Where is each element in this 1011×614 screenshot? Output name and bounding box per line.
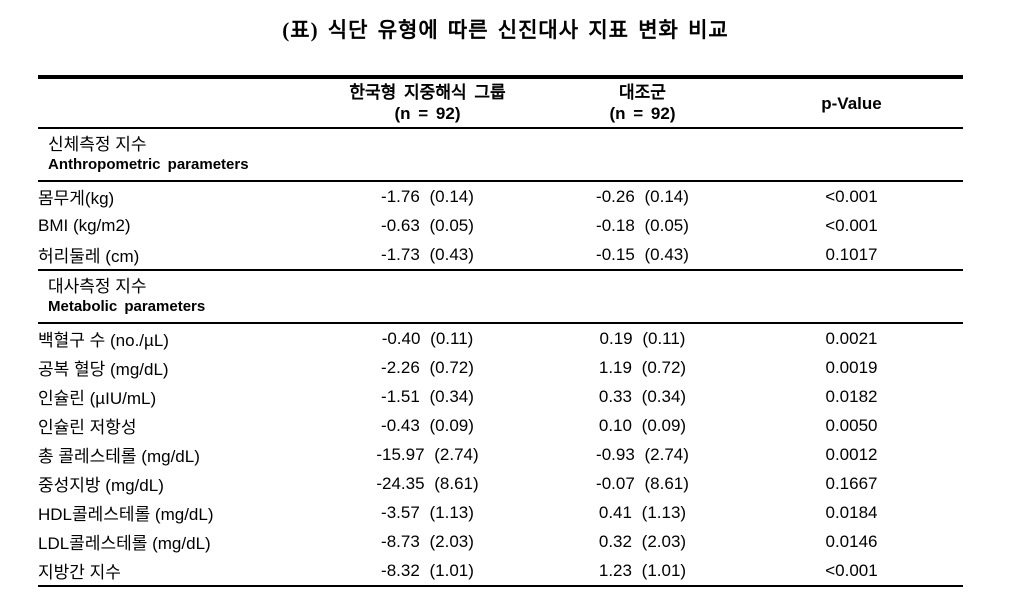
p-value: 0.0019 — [825, 357, 878, 377]
p-value: <0.001 — [825, 560, 878, 580]
group2-value: 0.41 (1.13) — [598, 502, 687, 522]
row-label: 인슐린 저항성 — [38, 418, 137, 437]
group1-value: -8.73 (2.03) — [381, 531, 474, 551]
p-value: 0.0012 — [825, 444, 878, 464]
row-label: BMI (kg/m2) — [38, 215, 131, 235]
group1-value: -1.73 (0.43) — [310, 240, 545, 271]
section-heading-ko: 대사측정 지수 — [48, 277, 147, 296]
group1-value: -3.57 (1.13) — [381, 502, 474, 522]
row-label: 인슐린 (µIU/mL) — [38, 389, 157, 408]
p-value: 0.0182 — [825, 386, 878, 406]
section-heading-en: Anthropometric parameters — [48, 156, 249, 173]
group1-value: -15.97 (2.74) — [376, 444, 479, 464]
table-row: 총 콜레스테롤 (mg/dL) -15.97 (2.74) -0.93 (2.7… — [38, 440, 963, 469]
header-pvalue: p-Value — [740, 77, 963, 129]
section-header-anthropometric: 신체측정 지수 Anthropometric parameters — [38, 128, 963, 182]
header-group2: 대조군 (n = 92) — [545, 77, 740, 129]
p-value: 0.0021 — [825, 328, 878, 348]
group1-value: -1.76 (0.14) — [381, 186, 474, 206]
group1-value: -0.63 (0.05) — [381, 215, 474, 235]
group1-value: -24.35 (8.61) — [376, 473, 479, 493]
header-row: 한국형 지중해식 그룹 (n = 92) 대조군 (n = 92) p-Valu… — [38, 77, 963, 129]
row-label: 지방간 지수 — [38, 563, 121, 582]
p-value: <0.001 — [825, 215, 878, 235]
group2-value: -0.07 (8.61) — [596, 473, 689, 493]
table-row: 허리둘레 (cm) -1.73 (0.43) -0.15 (0.43) 0.10… — [38, 240, 963, 271]
header-group1: 한국형 지중해식 그룹 (n = 92) — [310, 77, 545, 129]
header-spacer — [38, 77, 310, 129]
p-value: 0.0184 — [825, 502, 878, 522]
group2-value: 1.23 (1.01) — [598, 560, 687, 580]
group2-value: 1.19 (0.72) — [598, 357, 687, 377]
group2-value: 0.33 (0.34) — [598, 386, 687, 406]
table-row: 인슐린 저항성 -0.43 (0.09) 0.10 (0.09) 0.0050 — [38, 411, 963, 440]
group2-value: 0.19 (0.11) — [599, 328, 686, 348]
row-label: 백혈구 수 (no./µL) — [38, 331, 169, 350]
row-label: 몸무게(kg) — [38, 189, 115, 208]
p-value: 0.1667 — [825, 473, 878, 493]
group1-value: -8.32 (1.01) — [381, 560, 474, 580]
row-label: 공복 혈당 (mg/dL) — [38, 360, 169, 379]
group1-value: -1.51 (0.34) — [381, 386, 474, 406]
header-group1-n: (n = 92) — [394, 104, 461, 123]
header-group2-n: (n = 92) — [609, 104, 676, 123]
header-group2-name: 대조군 — [619, 83, 666, 102]
group2-value: 0.10 (0.09) — [598, 415, 687, 435]
group1-value: -2.26 (0.72) — [381, 357, 474, 377]
p-value: 0.0146 — [825, 531, 878, 551]
row-label: HDL콜레스테롤 (mg/dL) — [38, 505, 214, 524]
p-value: <0.001 — [825, 186, 878, 206]
table-row: HDL콜레스테롤 (mg/dL) -3.57 (1.13) 0.41 (1.13… — [38, 498, 963, 527]
table-row: 백혈구 수 (no./µL) -0.40 (0.11) 0.19 (0.11) … — [38, 323, 963, 353]
group1-value: -0.40 (0.11) — [381, 328, 474, 348]
row-label: 중성지방 (mg/dL) — [38, 476, 164, 495]
p-value: 0.1017 — [740, 240, 963, 271]
table-row: LDL콜레스테롤 (mg/dL) -8.73 (2.03) 0.32 (2.03… — [38, 527, 963, 556]
p-value: 0.0050 — [825, 415, 878, 435]
group2-value: -0.18 (0.05) — [596, 215, 689, 235]
group2-value: -0.26 (0.14) — [596, 186, 689, 206]
group2-value: 0.32 (2.03) — [598, 531, 687, 551]
section-header-metabolic: 대사측정 지수 Metabolic parameters — [38, 270, 963, 324]
section-heading-ko: 신체측정 지수 — [48, 135, 147, 154]
table-row: BMI (kg/m2) -0.63 (0.05) -0.18 (0.05) <0… — [38, 211, 963, 240]
group2-value: -0.15 (0.43) — [545, 240, 740, 271]
table-row: 몸무게(kg) -1.76 (0.14) -0.26 (0.14) <0.001 — [38, 181, 963, 211]
table-row: 중성지방 (mg/dL) -24.35 (8.61) -0.07 (8.61) … — [38, 469, 963, 498]
table-title: (표) 식단 유형에 따른 신진대사 지표 변화 비교 — [282, 18, 729, 42]
section-heading-en: Metabolic parameters — [48, 298, 206, 315]
row-label: 허리둘레 (cm) — [38, 240, 310, 271]
group1-value: -0.43 (0.09) — [381, 415, 474, 435]
table-row: 공복 혈당 (mg/dL) -2.26 (0.72) 1.19 (0.72) 0… — [38, 353, 963, 382]
group2-value: -0.93 (2.74) — [596, 444, 689, 464]
table-row: 지방간 지수 -8.32 (1.01) 1.23 (1.01) <0.001 — [38, 556, 963, 586]
header-group1-name: 한국형 지중해식 그룹 — [349, 83, 506, 102]
row-label: LDL콜레스테롤 (mg/dL) — [38, 534, 211, 553]
comparison-table: 한국형 지중해식 그룹 (n = 92) 대조군 (n = 92) p-Valu… — [38, 75, 963, 587]
table-row: 인슐린 (µIU/mL) -1.51 (0.34) 0.33 (0.34) 0.… — [38, 382, 963, 411]
row-label: 총 콜레스테롤 (mg/dL) — [38, 447, 200, 466]
